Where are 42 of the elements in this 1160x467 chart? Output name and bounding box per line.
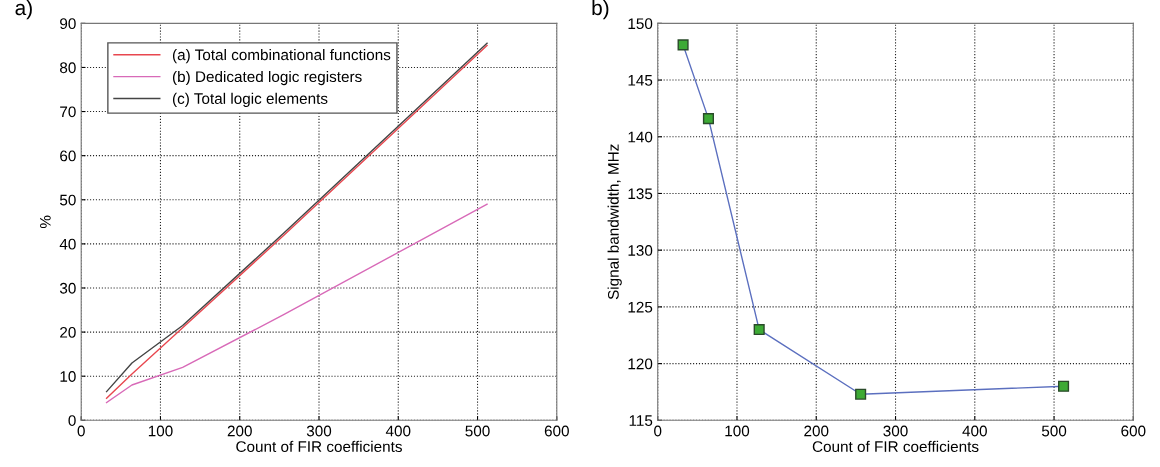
x-tick-label: 200 <box>227 425 252 437</box>
legend-label: (a) Total combinational functions <box>172 49 391 64</box>
x-tick-label: 100 <box>148 425 173 437</box>
y-tick-label: 0 <box>68 415 76 426</box>
legend-label: (c) Total logic elements <box>172 92 328 108</box>
x-tick-label: 600 <box>544 425 569 437</box>
line-series <box>105 203 488 404</box>
x-tick-label: 500 <box>465 425 490 437</box>
x-tick-label: 0 <box>77 425 85 437</box>
x-tick-label: 400 <box>385 425 411 437</box>
legend-label: (b) Dedicated logic registers <box>172 70 362 86</box>
y-tick-label: 135 <box>628 188 653 200</box>
y-axis-title: Signal bandwidth, MHz <box>607 144 622 300</box>
y-tick-label: 20 <box>60 326 76 338</box>
y-tick-label: 10 <box>60 371 76 382</box>
x-axis-title: Count of FIR coefficients <box>812 440 979 453</box>
x-tick-label: 200 <box>804 425 829 437</box>
y-tick-label: 150 <box>628 18 653 30</box>
y-tick-label: 80 <box>60 62 76 74</box>
y-tick-label: 140 <box>628 131 653 143</box>
x-tick-label: 500 <box>1041 425 1067 437</box>
y-tick-label: 60 <box>60 150 76 162</box>
y-tick-label: 115 <box>629 415 653 426</box>
y-tick-label: 50 <box>59 194 76 206</box>
y-tick-label: 90 <box>60 18 76 30</box>
chart-title: b) <box>592 0 609 20</box>
x-tick-label: 300 <box>883 425 908 437</box>
x-tick-label: 600 <box>1121 425 1146 437</box>
y-axis-title: % <box>40 215 51 229</box>
x-tick-label: 0 <box>654 425 662 437</box>
y-tick-label: 125 <box>628 301 653 313</box>
y-tick-label: 145 <box>628 75 653 86</box>
y-tick-label: 120 <box>628 358 653 370</box>
x-axis-title: Count of FIR coefficients <box>236 440 402 453</box>
y-tick-label: 70 <box>60 106 76 118</box>
x-tick-label: 100 <box>725 425 750 437</box>
y-tick-label: 40 <box>59 238 76 250</box>
x-tick-label: 300 <box>306 425 332 437</box>
y-tick-label: 130 <box>628 245 653 256</box>
y-tick-label: 30 <box>59 282 76 294</box>
x-tick-label: 400 <box>962 425 987 437</box>
chart-title: a) <box>15 0 32 20</box>
